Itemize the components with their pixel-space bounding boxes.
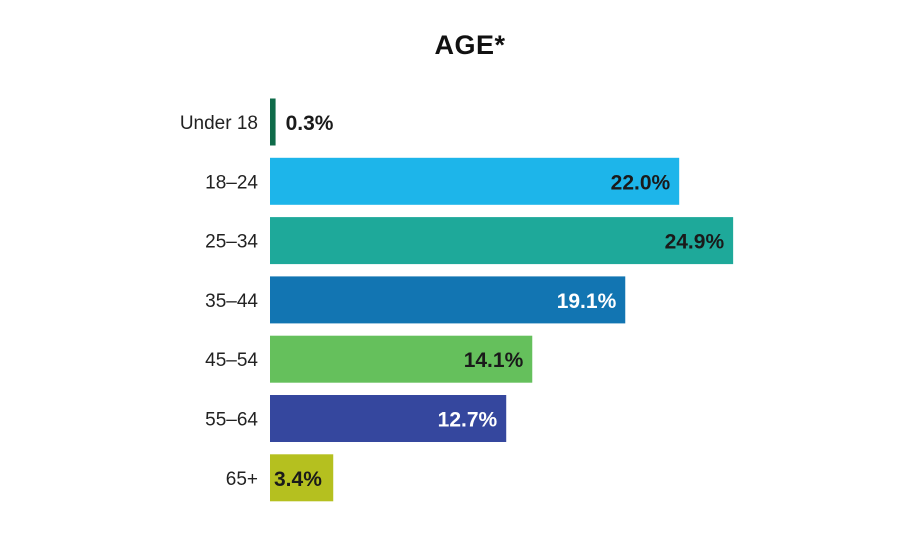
value-label-35-44: 19.1% bbox=[557, 290, 617, 313]
value-label-under-18: 0.3% bbox=[286, 112, 334, 135]
bar-25-34 bbox=[270, 217, 734, 265]
category-label-45-54: 45–54 bbox=[205, 350, 258, 371]
category-label-35-44: 35–44 bbox=[205, 291, 258, 312]
chart-title: AGE* bbox=[434, 30, 506, 60]
bar-35-44 bbox=[270, 276, 626, 324]
bar-45-54 bbox=[270, 335, 533, 383]
category-label-25-34: 25–34 bbox=[205, 232, 258, 253]
bar-55-64 bbox=[270, 395, 507, 442]
value-label-45-54: 14.1% bbox=[464, 349, 524, 372]
bar-18-24 bbox=[270, 157, 680, 205]
value-label-55-64: 12.7% bbox=[438, 409, 498, 432]
value-label-25-34: 24.9% bbox=[665, 231, 725, 254]
value-label-65: 3.4% bbox=[274, 468, 322, 491]
bar-65 bbox=[270, 454, 334, 502]
category-label-18-24: 18–24 bbox=[205, 172, 258, 193]
category-label-65: 65+ bbox=[226, 469, 258, 490]
value-label-18-24: 22.0% bbox=[611, 171, 671, 194]
category-label-55-64: 55–64 bbox=[205, 410, 258, 431]
bar-under-18 bbox=[270, 98, 276, 146]
category-label-under-18: Under 18 bbox=[180, 113, 258, 134]
